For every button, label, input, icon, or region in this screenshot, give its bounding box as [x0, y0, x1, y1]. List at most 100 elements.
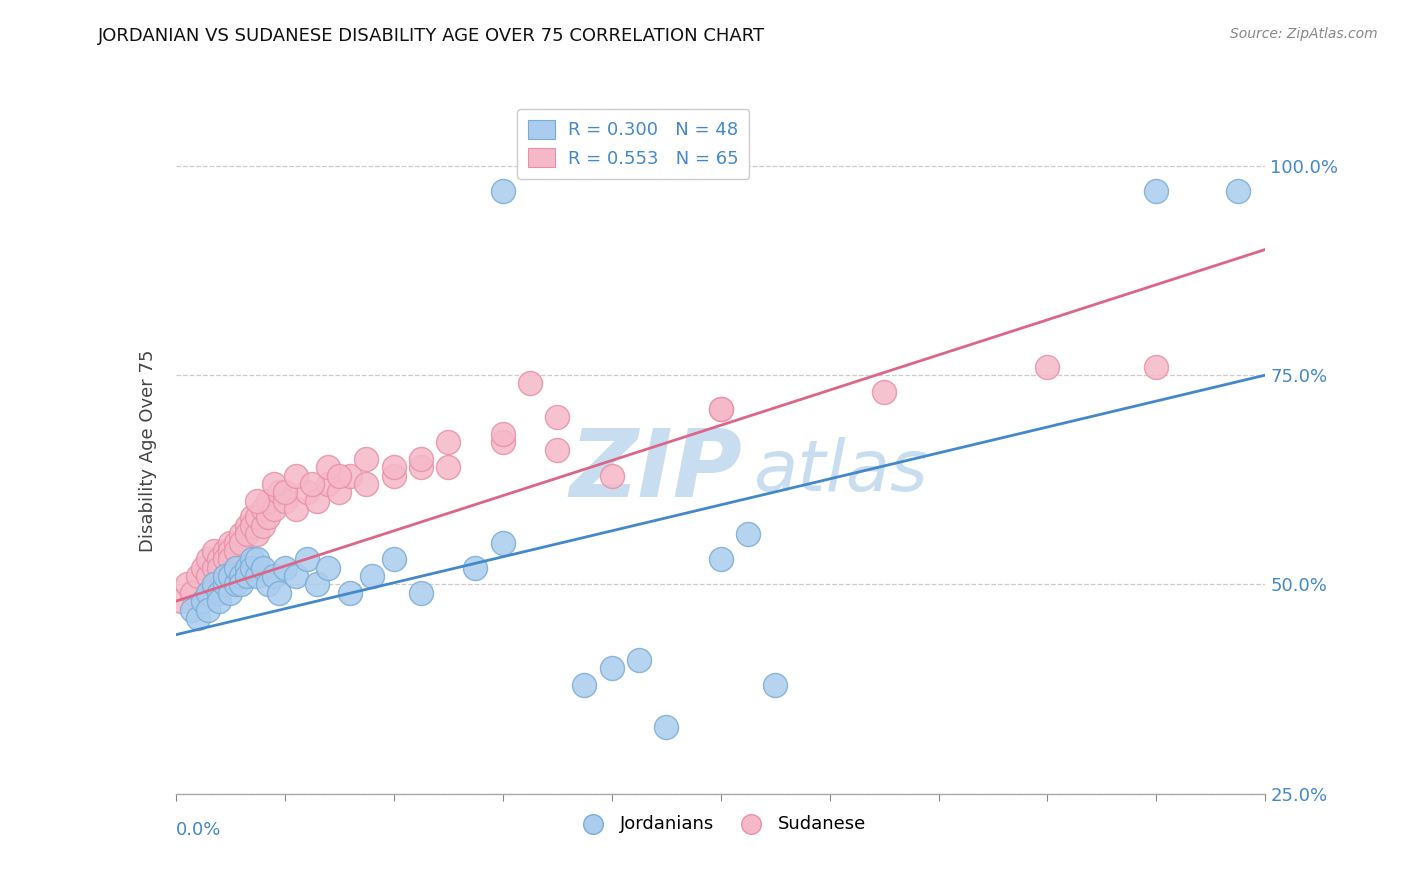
Point: [246, 527, 269, 541]
Point: [219, 586, 242, 600]
Point: [763, 678, 786, 692]
Point: [246, 552, 269, 566]
Point: [252, 502, 274, 516]
Point: [235, 569, 257, 583]
Point: [181, 586, 204, 600]
Legend: Jordanians, Sudanese: Jordanians, Sudanese: [568, 807, 873, 839]
Point: [274, 493, 297, 508]
Point: [231, 535, 253, 549]
Point: [252, 560, 274, 574]
Point: [235, 527, 257, 541]
Point: [318, 477, 340, 491]
Point: [197, 602, 219, 616]
Point: [235, 560, 257, 574]
Point: [409, 460, 432, 475]
Point: [257, 577, 280, 591]
Point: [382, 460, 405, 475]
Point: [219, 569, 242, 583]
Point: [382, 552, 405, 566]
Point: [186, 611, 209, 625]
Point: [219, 544, 242, 558]
Point: [873, 384, 896, 399]
Point: [437, 435, 460, 450]
Point: [231, 577, 253, 591]
Point: [208, 560, 231, 574]
Point: [295, 552, 318, 566]
Point: [170, 594, 193, 608]
Point: [263, 569, 285, 583]
Point: [214, 569, 236, 583]
Point: [235, 519, 257, 533]
Point: [231, 527, 253, 541]
Point: [710, 552, 733, 566]
Point: [600, 661, 623, 675]
Point: [328, 485, 350, 500]
Point: [191, 560, 214, 574]
Point: [464, 560, 486, 574]
Point: [339, 468, 361, 483]
Point: [240, 552, 263, 566]
Text: atlas: atlas: [754, 436, 928, 506]
Point: [492, 535, 515, 549]
Point: [252, 519, 274, 533]
Point: [301, 477, 323, 491]
Point: [257, 510, 280, 524]
Point: [246, 493, 269, 508]
Point: [409, 586, 432, 600]
Point: [197, 586, 219, 600]
Point: [284, 502, 307, 516]
Point: [1036, 359, 1059, 374]
Point: [263, 502, 285, 516]
Point: [356, 451, 378, 466]
Point: [1144, 359, 1167, 374]
Point: [492, 426, 515, 441]
Point: [246, 510, 269, 524]
Point: [710, 401, 733, 416]
Point: [328, 468, 350, 483]
Point: [186, 569, 209, 583]
Point: [356, 477, 378, 491]
Point: [655, 720, 678, 734]
Point: [176, 577, 198, 591]
Point: [240, 519, 263, 533]
Point: [627, 653, 650, 667]
Point: [284, 468, 307, 483]
Point: [225, 560, 247, 574]
Point: [339, 586, 361, 600]
Text: JORDANIAN VS SUDANESE DISABILITY AGE OVER 75 CORRELATION CHART: JORDANIAN VS SUDANESE DISABILITY AGE OVE…: [98, 27, 765, 45]
Point: [710, 401, 733, 416]
Point: [208, 586, 231, 600]
Point: [263, 477, 285, 491]
Point: [546, 443, 568, 458]
Point: [225, 544, 247, 558]
Point: [360, 569, 382, 583]
Point: [600, 468, 623, 483]
Point: [295, 485, 318, 500]
Point: [246, 569, 269, 583]
Point: [284, 569, 307, 583]
Point: [274, 485, 297, 500]
Point: [257, 493, 280, 508]
Point: [191, 594, 214, 608]
Point: [219, 552, 242, 566]
Point: [737, 527, 759, 541]
Point: [240, 560, 263, 574]
Point: [214, 577, 236, 591]
Point: [492, 184, 515, 198]
Point: [1227, 184, 1250, 198]
Point: [202, 544, 225, 558]
Point: [318, 560, 340, 574]
Point: [382, 468, 405, 483]
Y-axis label: Disability Age Over 75: Disability Age Over 75: [139, 349, 157, 552]
Point: [240, 510, 263, 524]
Point: [214, 544, 236, 558]
Point: [231, 569, 253, 583]
Point: [219, 535, 242, 549]
Point: [269, 586, 291, 600]
Point: [519, 376, 541, 391]
Point: [208, 552, 231, 566]
Point: [202, 560, 225, 574]
Point: [574, 678, 596, 692]
Point: [492, 435, 515, 450]
Point: [307, 493, 329, 508]
